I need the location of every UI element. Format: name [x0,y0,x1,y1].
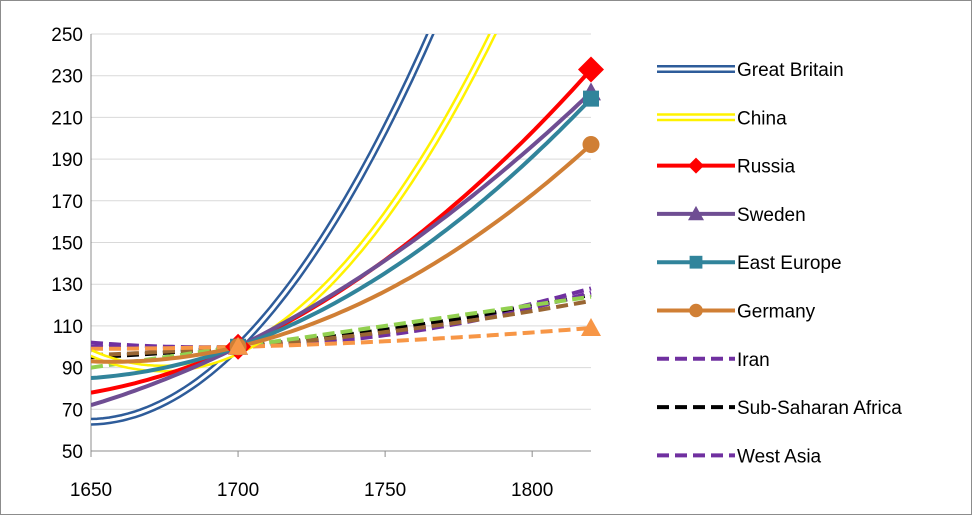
y-tick-label: 170 [51,192,83,213]
series-russia-marker [578,56,604,83]
x-tick-label: 1700 [217,480,259,501]
legend-item-russia: Russia [657,157,796,178]
legend-item-sweden: Sweden [657,205,806,226]
legend-item-sweden-marker [688,205,704,221]
x-tick-label: 1750 [364,480,406,501]
legend-item-great-britain: Great Britain [657,60,844,81]
unlabeled-series-3 [91,326,592,351]
legend-item-iran-label: Iran [737,350,770,371]
y-tick-label: 210 [51,108,83,129]
unlabeled-series-1-line [91,298,592,358]
series-east-europe-line [91,97,593,380]
series-germany-line [91,143,593,364]
unlabeled-series-3-line [91,326,592,351]
y-tick-label: 50 [62,442,83,463]
x-tick-label: 1650 [70,480,112,501]
legend-item-russia-marker [688,157,704,174]
x-tick-label: 1800 [511,480,553,501]
series-lines [91,34,593,426]
legend-item-china: China [657,108,787,129]
series-east-europe-marker [583,90,599,107]
unlabeled-series-2-line [91,294,592,370]
series-great-britain-line-inner [91,34,432,424]
y-tick-label: 110 [53,317,83,338]
y-tick-label: 150 [51,234,83,255]
legend-item-east-europe-marker [689,255,703,269]
axes [90,34,591,452]
series-germany-marker [582,136,600,154]
series-sweden-line [91,90,593,408]
series-germany [91,143,593,364]
series-china [91,34,497,373]
legend-item-sub-saharan-africa: Sub-Saharan Africa [657,398,902,419]
legend-item-germany-marker [689,303,703,318]
y-tick-label: 190 [51,150,83,171]
y-tick-label: 90 [62,359,83,380]
legend-item-west-asia: West Asia [657,446,822,467]
series-china-line-inner [91,34,495,370]
legend: Great Britain China Russia Sweden East Europ… [657,60,902,467]
legend-item-great-britain-label: Great Britain [737,60,844,81]
legend-item-east-europe-label: East Europe [737,253,842,274]
legend-item-russia-label: Russia [737,157,796,178]
legend-item-east-europe: East Europe [657,253,842,274]
series-east-europe [91,97,593,380]
series-markers [225,56,604,360]
legend-item-germany-label: Germany [737,302,816,323]
legend-item-iran: Iran [657,350,770,371]
y-tick-label: 130 [51,275,83,296]
unlabeled-series-2 [91,294,592,370]
tick-labels: 50 70 90 110 130 150 170 190 210 230 250 1650 1700 17… [51,25,553,501]
legend-item-sweden-label: Sweden [737,205,806,226]
series-great-britain [91,34,435,426]
y-tick-label: 250 [51,25,83,46]
unlabeled-series-3-marker [228,336,249,355]
legend-item-west-asia-label: West Asia [737,446,822,467]
unlabeled-series-3-marker [581,317,601,336]
y-tick-label: 230 [51,67,83,88]
legend-item-germany: Germany [657,302,816,323]
series-layer [91,34,604,426]
unlabeled-series-1 [91,298,592,358]
series-sweden [91,90,593,408]
legend-item-china-label: China [737,108,787,129]
legend-item-sub-saharan-africa-label: Sub-Saharan Africa [737,398,902,419]
y-tick-label: 70 [62,400,83,421]
